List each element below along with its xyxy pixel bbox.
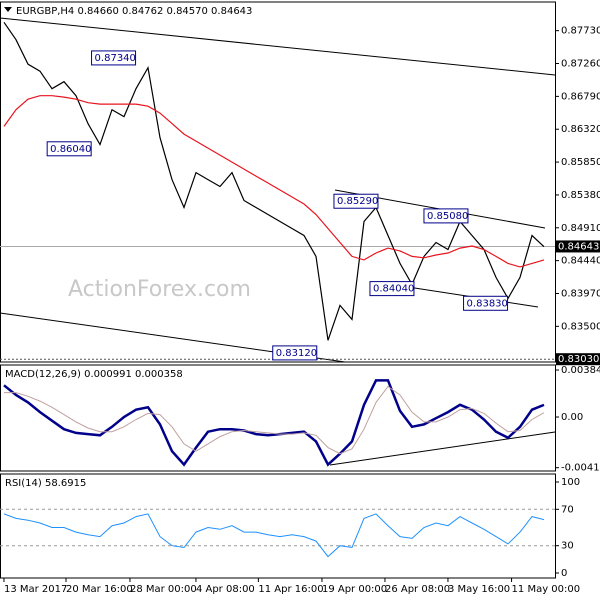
price-label: 0.83030 xyxy=(558,354,599,365)
x-tick-label: 11 May 00:00 xyxy=(512,584,581,595)
annotation-box xyxy=(272,345,318,361)
x-tick-label: 13 Mar 2017 xyxy=(4,584,67,595)
panel-title: RSI(14) 58.6915 xyxy=(5,478,86,489)
y-tick-label: 0.84910 xyxy=(561,223,600,234)
y-tick-label: 0.83970 xyxy=(561,288,600,299)
annotation-box xyxy=(91,50,137,66)
price-label-box xyxy=(556,353,600,366)
y-tick-label: -0.004148 xyxy=(561,463,600,474)
y-tick-label: 0.86790 xyxy=(561,91,600,102)
menu-arrow xyxy=(4,7,12,12)
x-tick-label: 4 Apr 08:00 xyxy=(196,584,255,595)
panel-title: MACD(12,26,9) 0.000991 0.000358 xyxy=(5,369,183,380)
trendline xyxy=(329,431,556,466)
annotation-label: 0.87340 xyxy=(95,53,136,64)
x-tick-label: 20 Mar 16:00 xyxy=(66,584,133,595)
price-label: 0.84643 xyxy=(558,241,599,252)
y-tick-label: 100 xyxy=(561,477,580,488)
y-tick-label: 0.83500 xyxy=(561,321,600,332)
y-tick-label: 0.85380 xyxy=(561,190,600,201)
annotation-label: 0.84040 xyxy=(373,284,414,295)
annotation-box xyxy=(423,208,469,224)
annotation-box xyxy=(46,141,92,157)
y-tick-label: 0.87260 xyxy=(561,59,600,70)
annotation-label: 0.83120 xyxy=(276,348,317,359)
y-tick-label: 70 xyxy=(561,504,574,515)
x-tick-label: 19 Apr 00:00 xyxy=(322,584,387,595)
series-line xyxy=(3,95,545,268)
x-tick-label: 11 Apr 16:00 xyxy=(258,584,323,595)
series-line xyxy=(3,379,545,467)
annotation-label: 0.85080 xyxy=(427,211,468,222)
annotation-box xyxy=(333,193,379,209)
series-line xyxy=(4,385,545,455)
y-tick-label: 0.00 xyxy=(561,412,583,423)
series-line xyxy=(3,513,545,558)
annotation-box xyxy=(369,281,415,297)
x-tick-label: 28 Mar 00:00 xyxy=(130,584,197,595)
y-tick-label: 0.003848 xyxy=(561,365,600,376)
watermark: ActionForex.com xyxy=(68,277,251,302)
annotation-label: 0.83830 xyxy=(467,298,508,309)
annotation-label: 0.86040 xyxy=(50,144,91,155)
annotation-label: 0.85290 xyxy=(337,196,378,207)
y-tick-label: 0.84440 xyxy=(561,256,600,267)
x-tick-label: 3 May 16:00 xyxy=(448,584,510,595)
y-tick-label: 30 xyxy=(561,541,574,552)
y-tick-label: 0.85850 xyxy=(561,157,600,168)
trendline xyxy=(0,17,556,76)
panel-title: EURGBP,H4 0.84660 0.84762 0.84570 0.8464… xyxy=(16,6,252,17)
y-tick-label: 0.86320 xyxy=(561,124,600,135)
series-line xyxy=(3,21,545,341)
price-label-box xyxy=(556,240,600,253)
annotation-box xyxy=(463,295,509,311)
y-tick-label: 0 xyxy=(561,568,567,579)
y-tick-label: 0.87730 xyxy=(561,26,600,37)
x-tick-label: 26 Apr 08:00 xyxy=(385,584,450,595)
